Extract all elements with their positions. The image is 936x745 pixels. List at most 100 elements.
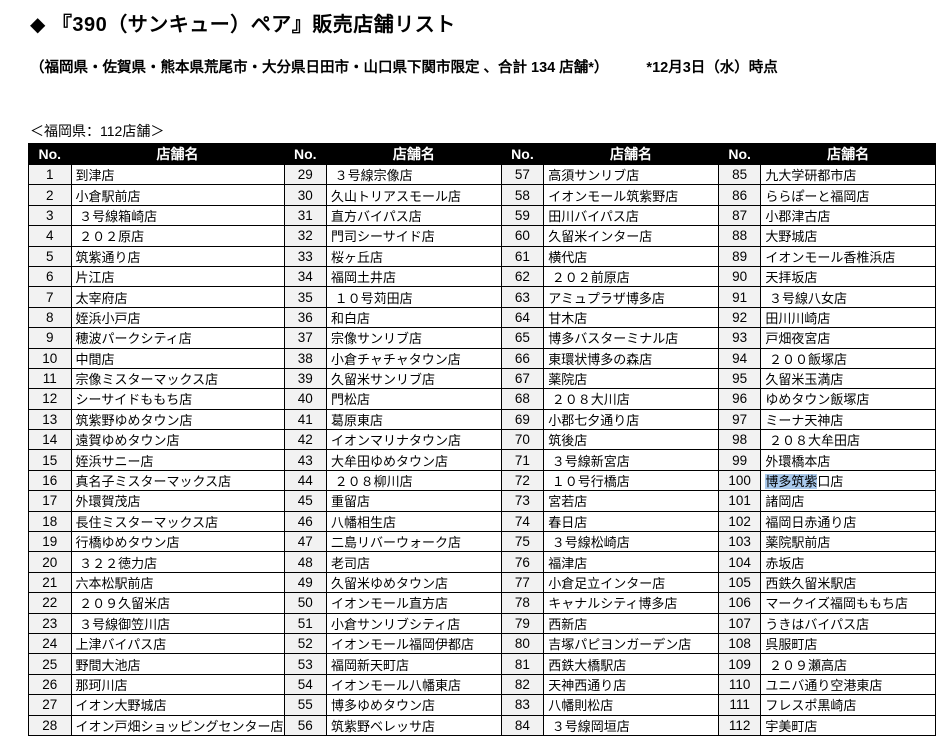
store-no-cell: 39 (283, 367, 328, 390)
store-no-cell: 89 (717, 245, 762, 267)
store-no-cell: 46 (283, 510, 328, 533)
table-row: 3 ３号線箱崎店 31 直方バイパス店 59 田川バイパス店 87 小郡津古店 (28, 204, 936, 227)
store-name-cell: 八幡則松店 (543, 694, 719, 716)
col-header-no: No. (717, 143, 762, 165)
store-no-cell: 105 (717, 571, 762, 594)
store-no-cell: 16 (28, 469, 72, 492)
store-no-cell: 100 (717, 469, 762, 492)
table-row: 7 太宰府店 35 １０号苅田店 63 アミュプラザ博多店 91 ３号線八女店 (28, 286, 936, 308)
store-no-cell: 40 (283, 388, 328, 410)
store-no-cell: 85 (717, 163, 762, 186)
store-name-cell: 福岡土井店 (326, 265, 502, 288)
store-name-cell: 片江店 (70, 265, 285, 288)
store-name-cell: 筑紫通り店 (70, 245, 285, 267)
store-name-cell: 諸岡店 (760, 490, 936, 512)
store-no-cell: 66 (500, 347, 545, 369)
store-name-cell: 薬院店 (543, 367, 719, 390)
store-name-cell: 上津バイパス店 (70, 632, 285, 655)
store-no-cell: 101 (717, 490, 762, 512)
store-name-cell: 博多バスターミナル店 (543, 327, 719, 349)
col-header-no: No. (28, 143, 72, 165)
store-no-cell: 43 (283, 449, 328, 471)
store-no-cell: 55 (283, 694, 328, 716)
store-no-cell: 6 (28, 265, 72, 288)
store-name-cell: 重留店 (326, 490, 502, 512)
store-no-cell: 47 (283, 531, 328, 553)
col-header-store-name: 店舗名 (326, 143, 502, 165)
table-row: 5 筑紫通り店 33 桜ヶ丘店 61 横代店 89 イオンモール香椎浜店 (28, 245, 936, 267)
store-no-cell: 110 (717, 673, 762, 696)
store-no-cell: 88 (717, 225, 762, 247)
store-no-cell: 25 (28, 653, 72, 675)
store-name-cell: 直方バイパス店 (326, 204, 502, 227)
store-name-cell: 福岡新天町店 (326, 653, 502, 675)
store-name-cell: 六本松駅前店 (70, 571, 285, 594)
store-no-cell: 71 (500, 449, 545, 471)
store-name-cell: 宮若店 (543, 490, 719, 512)
table-row: 11 宗像ミスターマックス店 39 久留米サンリブ店 67 薬院店 95 久留米玉満店 (28, 367, 936, 390)
store-name-cell: 中間店 (70, 347, 285, 369)
store-no-cell: 51 (283, 612, 328, 634)
store-no-cell: 74 (500, 510, 545, 533)
store-name-cell: 長住ミスターマックス店 (70, 510, 285, 533)
store-name-cell: 九大学研都市店 (760, 163, 936, 186)
store-name-cell: キャナルシティ博多店 (543, 592, 719, 614)
store-name-cell: 甘木店 (543, 306, 719, 329)
store-no-cell: 72 (500, 469, 545, 492)
store-name-cell: 外環賀茂店 (70, 490, 285, 512)
store-name-cell: 筑紫野ベレッサ店 (326, 714, 502, 736)
store-no-cell: 32 (283, 225, 328, 247)
store-no-cell: 97 (717, 408, 762, 431)
store-name-cell: 八幡相生店 (326, 510, 502, 533)
table-row: 18 長住ミスターマックス店 46 八幡相生店 74 春日店 102 福岡日赤通り店 (28, 510, 936, 533)
table-row: 8 姪浜小戸店 36 和白店 64 甘木店 92 田川川崎店 (28, 306, 936, 329)
page-title: ◆ 『390（サンキュー）ペア』販売店舗リスト (30, 14, 456, 36)
store-no-cell: 20 (28, 551, 72, 573)
store-name-cell: 小倉駅前店 (70, 184, 285, 206)
store-no-cell: 95 (717, 367, 762, 390)
store-no-cell: 50 (283, 592, 328, 614)
table-row: 13 筑紫野ゆめタウン店 41 葛原東店 69 小郡七夕通り店 97 ミーナ天神店 (28, 408, 936, 431)
store-name-cell: ３号線箱崎店 (70, 204, 285, 227)
table-row: 2 小倉駅前店 30 久山トリアスモール店 58 イオンモール筑紫野店 86 ららぽーと福岡店 (28, 184, 936, 206)
store-name-cell: イオンマリナタウン店 (326, 429, 502, 451)
store-name-rest: 口店 (817, 474, 844, 490)
store-no-cell: 44 (283, 469, 328, 492)
store-no-cell: 82 (500, 673, 545, 696)
store-name-cell: ららぽーと福岡店 (760, 184, 936, 206)
store-no-cell: 68 (500, 388, 545, 410)
table-row: 22 ２０９久留米店 50 イオンモール直方店 78 キャナルシティ博多店 106 マークイ… (28, 592, 936, 614)
store-no-cell: 109 (717, 653, 762, 675)
store-name-cell: 桜ヶ丘店 (326, 245, 502, 267)
store-no-cell: 94 (717, 347, 762, 369)
store-no-cell: 92 (717, 306, 762, 329)
section-label-fukuoka: ＜福岡県：112店舗＞ (30, 123, 165, 139)
store-name-cell: 真名子ミスターマックス店 (70, 469, 285, 492)
store-name-cell: 東環状博多の森店 (543, 347, 719, 369)
store-no-cell: 58 (500, 184, 545, 206)
store-name-cell: イオン大野城店 (70, 694, 285, 716)
store-no-cell: 91 (717, 286, 762, 308)
store-name-cell: 筑紫野ゆめタウン店 (70, 408, 285, 431)
store-no-cell: 22 (28, 592, 72, 614)
store-no-cell: 103 (717, 531, 762, 553)
store-no-cell: 80 (500, 632, 545, 655)
store-name-cell: 到津店 (70, 163, 285, 186)
store-name-cell: 横代店 (543, 245, 719, 267)
store-name-cell: マークイズ福岡ももち店 (760, 592, 936, 614)
store-name-cell: 小郡七夕通り店 (543, 408, 719, 431)
store-no-cell: 36 (283, 306, 328, 329)
store-no-cell: 67 (500, 367, 545, 390)
store-no-cell: 65 (500, 327, 545, 349)
col-header-store-name: 店舗名 (543, 143, 719, 165)
as-of-date: *12月3日（水）時点 (646, 60, 778, 76)
store-name-cell: 赤坂店 (760, 551, 936, 573)
store-name-cell: 和白店 (326, 306, 502, 329)
table-header: No. 店舗名 No. 店舗名 No. 店舗名 No. 店舗名 (28, 143, 936, 165)
store-name-cell: フレスポ黒崎店 (760, 694, 936, 716)
store-no-cell: 2 (28, 184, 72, 206)
store-no-cell: 37 (283, 327, 328, 349)
coverage-note: （福岡県・佐賀県・熊本県荒尾市・大分県日田市・山口県下関市限定 、合計 134 … (30, 60, 609, 76)
table-row: 9 穂波パークシティ店 37 宗像サンリブ店 65 博多バスターミナル店 93 戸畑夜宮店 (28, 327, 936, 349)
store-no-cell: 61 (500, 245, 545, 267)
